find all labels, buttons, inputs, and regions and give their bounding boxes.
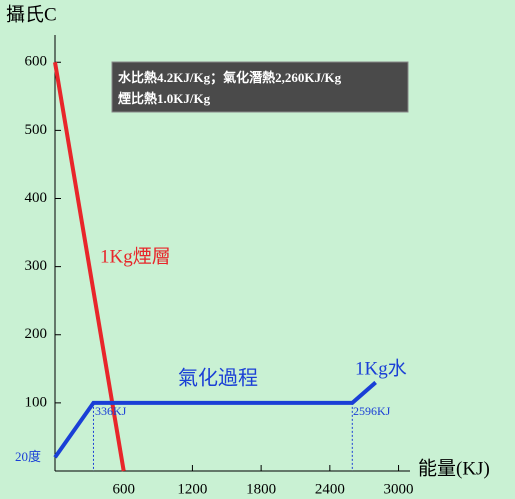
y-tick-label: 200 xyxy=(25,326,48,342)
annotation: 20度 xyxy=(15,449,41,464)
annotation: 氣化過程 xyxy=(178,367,258,390)
series-label: 1Kg煙層 xyxy=(100,245,171,267)
note-text: 水比熱4.2KJ/Kg；氣化潛熱2,260KJ/Kg xyxy=(118,70,342,86)
note-box xyxy=(111,61,409,113)
annotation: 336KJ xyxy=(95,404,127,418)
x-tick-label: 1800 xyxy=(246,481,276,497)
x-tick-label: 600 xyxy=(112,481,135,497)
x-tick-label: 3000 xyxy=(384,481,414,497)
x-axis-label: 能量(KJ) xyxy=(418,457,490,479)
x-tick-label: 2400 xyxy=(315,481,345,497)
y-tick-label: 600 xyxy=(25,54,48,70)
x-tick-label: 1200 xyxy=(177,481,207,497)
y-axis-label: 攝氏C xyxy=(6,3,57,25)
y-tick-label: 400 xyxy=(25,190,48,206)
y-tick-label: 500 xyxy=(25,122,48,138)
annotation: 2596KJ xyxy=(353,404,391,418)
series-line xyxy=(53,380,377,459)
note-text: 煙比熱1.0KJ/Kg xyxy=(118,91,211,106)
series-label: 1Kg水 xyxy=(355,357,407,379)
y-tick-label: 300 xyxy=(25,258,48,274)
y-tick-label: 100 xyxy=(25,394,48,410)
